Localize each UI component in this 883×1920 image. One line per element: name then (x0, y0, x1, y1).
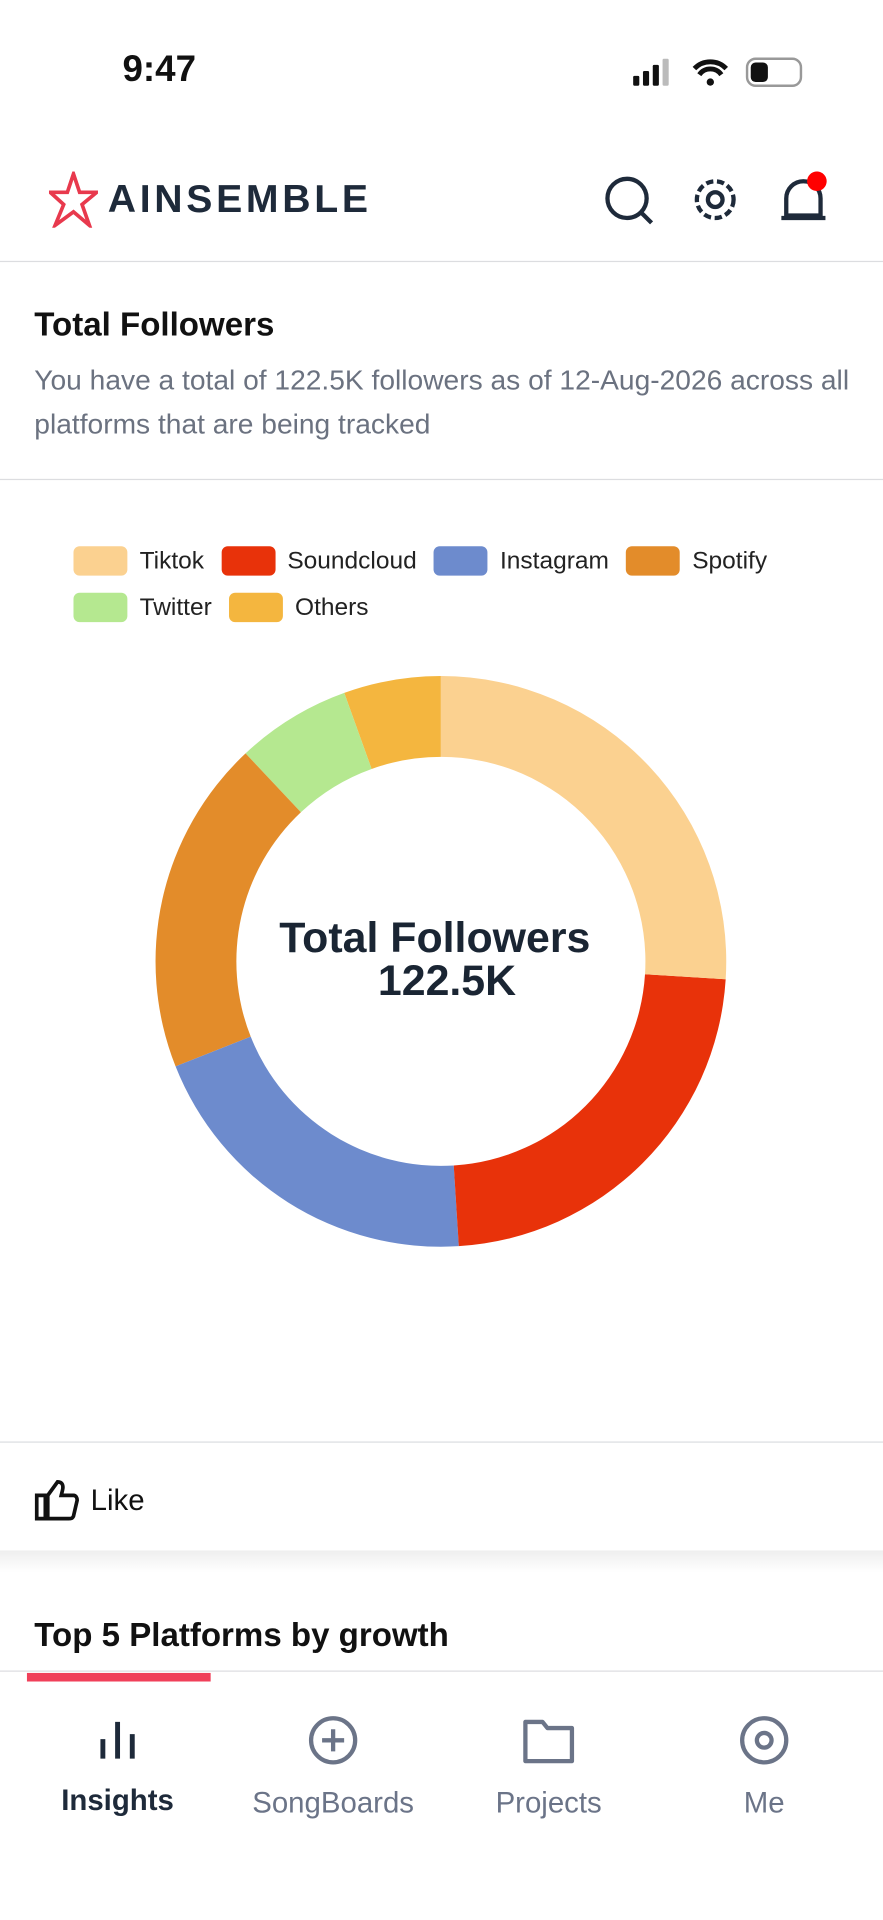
nav-insights[interactable]: Insights (20, 1715, 216, 1819)
center-label: Total Followers (279, 914, 590, 962)
nav-label: SongBoards (252, 1786, 415, 1820)
settings-icon[interactable] (694, 179, 736, 221)
legend-swatch (433, 546, 488, 576)
legend-swatch (221, 546, 276, 576)
divider (0, 478, 883, 481)
me-icon (740, 1716, 789, 1765)
donut-slice[interactable] (453, 974, 726, 1247)
nav-label: Me (743, 1786, 785, 1820)
donut-slice[interactable] (155, 753, 301, 1067)
divider (0, 1441, 883, 1443)
nav-projects[interactable]: Projects (451, 1715, 647, 1822)
card-title: Total Followers (34, 306, 275, 343)
like-icon[interactable] (34, 1479, 81, 1521)
donut-slice[interactable] (440, 676, 727, 980)
legend-item[interactable]: Soundcloud (221, 546, 417, 576)
shadow (0, 1550, 883, 1573)
insights-icon (100, 1721, 135, 1759)
like-label[interactable]: Like (90, 1484, 145, 1518)
legend-label: Soundcloud (287, 546, 417, 574)
legend-item[interactable]: Tiktok (73, 546, 205, 576)
brand: AINSEMBLE (107, 176, 372, 221)
nav-label: Insights (61, 1784, 174, 1818)
legend-label: Spotify (692, 546, 768, 574)
search-icon[interactable] (605, 176, 654, 225)
donut-chart: Total Followers 122.5K (155, 676, 727, 1247)
nav-label: Projects (495, 1786, 602, 1820)
donut-slice[interactable] (245, 692, 372, 813)
nav-me[interactable]: Me (666, 1715, 862, 1822)
add-icon (308, 1716, 358, 1765)
bell-icon[interactable] (781, 171, 827, 221)
logo-star (48, 171, 98, 228)
card-description: You have a total of 122.5K followers as … (34, 363, 850, 440)
legend-label: Others (295, 593, 369, 621)
donut-slice[interactable] (175, 1036, 459, 1247)
legend-swatch (73, 592, 128, 623)
legend-label: Twitter (139, 593, 212, 621)
section-title: Top 5 Platforms by growth (34, 1616, 449, 1654)
legend: Tiktok Soundcloud Instagram Spotify Twitter O… (73, 546, 820, 623)
center-value: 122.5K (378, 957, 516, 1005)
status-icons (633, 57, 803, 87)
legend-swatch (73, 546, 128, 576)
divider (0, 260, 883, 263)
divider (0, 1670, 883, 1672)
status-time: 9:47 (122, 48, 197, 90)
legend-swatch (626, 546, 680, 576)
active-tab-indicator (26, 1672, 211, 1682)
nav-songboards[interactable]: SongBoards (235, 1715, 431, 1822)
legend-swatch (228, 592, 283, 623)
legend-item[interactable]: Others (228, 592, 369, 623)
header-icons (605, 171, 827, 225)
legend-label: Instagram (500, 546, 609, 574)
legend-item[interactable]: Twitter (73, 592, 212, 623)
legend-item[interactable]: Instagram (433, 546, 609, 576)
folder-icon (523, 1719, 575, 1764)
legend-item[interactable]: Spotify (626, 546, 768, 576)
donut-slice[interactable] (344, 676, 441, 769)
legend-label: Tiktok (139, 546, 205, 574)
